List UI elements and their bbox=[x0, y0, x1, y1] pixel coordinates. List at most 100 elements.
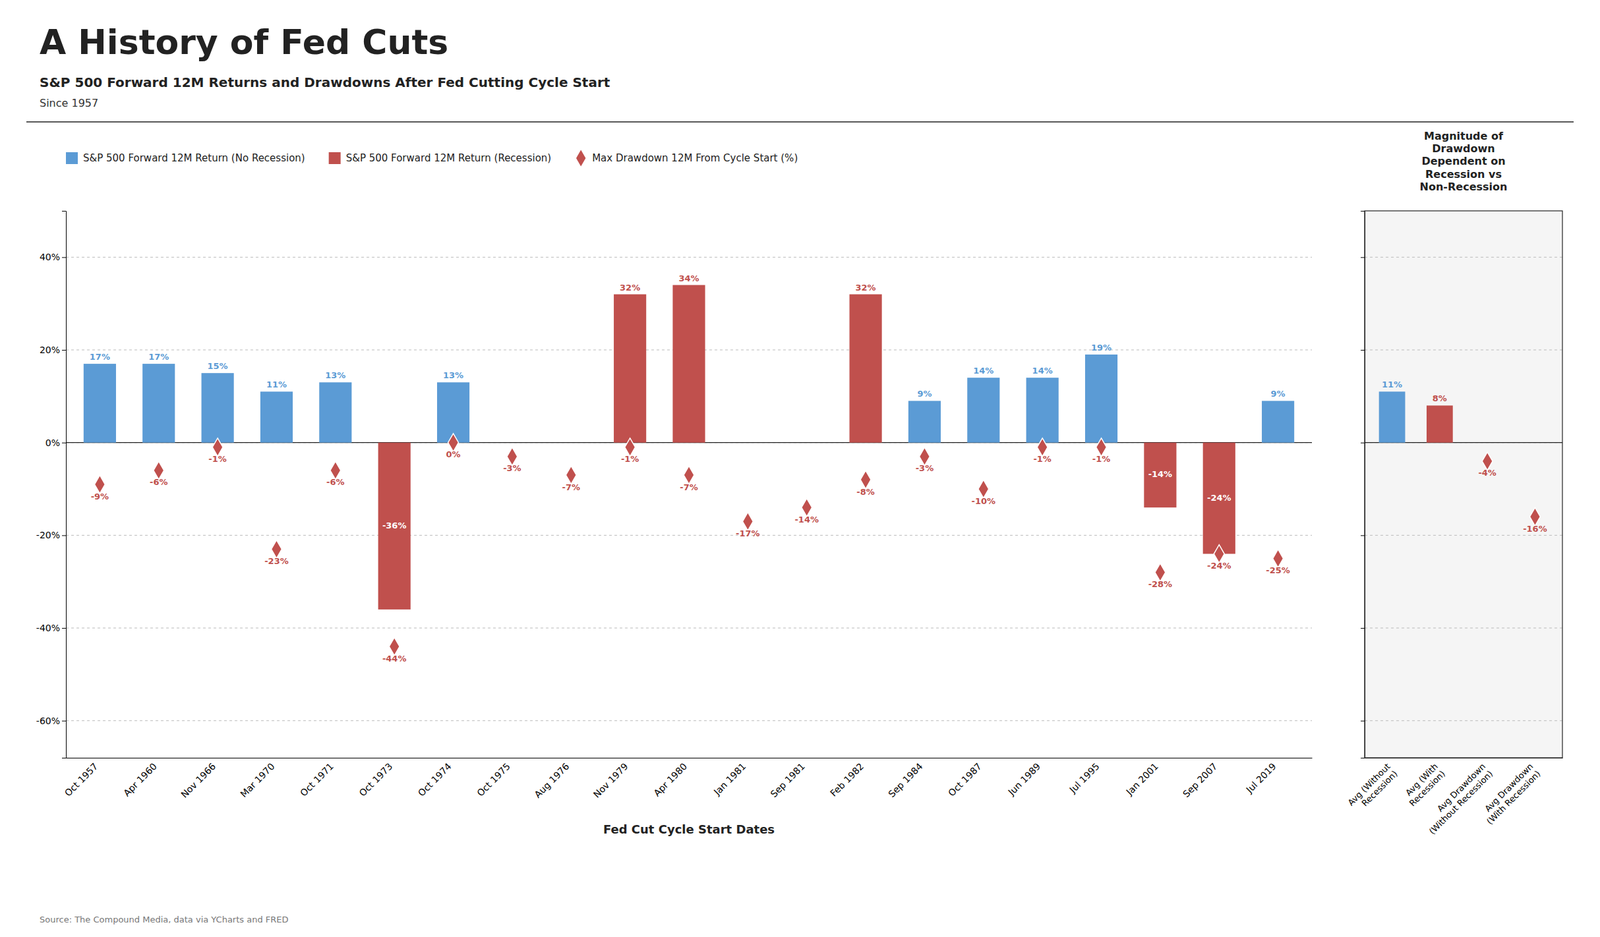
y-tick-label: 0% bbox=[45, 437, 60, 449]
data-label: 17% bbox=[89, 352, 111, 362]
text-line: Apr 1960 bbox=[121, 761, 159, 800]
data-label: 8% bbox=[1432, 393, 1448, 404]
bar bbox=[378, 443, 411, 610]
bar bbox=[142, 363, 175, 444]
x-tick-label: Nov 1979 bbox=[591, 761, 631, 801]
bar bbox=[849, 294, 883, 444]
data-label: -3% bbox=[915, 463, 934, 474]
y-tick bbox=[1360, 257, 1365, 258]
text-line: Oct 1971 bbox=[297, 761, 336, 800]
data-label: -10% bbox=[971, 496, 997, 507]
text-line: Drawdown bbox=[1431, 142, 1495, 155]
data-label: -7% bbox=[562, 482, 581, 493]
bar bbox=[83, 363, 117, 444]
bar bbox=[908, 400, 941, 443]
plot-background bbox=[1364, 210, 1563, 759]
y-tick: 20% bbox=[39, 344, 66, 356]
text-line: Oct 1974 bbox=[415, 761, 454, 800]
data-label: 13% bbox=[325, 370, 346, 381]
x-tick: Jan 1981 bbox=[711, 761, 749, 799]
y-tick-label: 20% bbox=[39, 344, 60, 356]
x-tick-label: Apr 1980 bbox=[651, 761, 689, 800]
text-line: Jul 1995 bbox=[1066, 761, 1101, 796]
data-label: -44% bbox=[382, 653, 407, 664]
x-axis: Oct 1957 Apr 1960 Nov 1966 Mar 1970 Oct 1971… bbox=[62, 758, 1313, 801]
y-tick-label: -60% bbox=[36, 715, 60, 727]
x-tick: Oct 1974 bbox=[415, 761, 454, 800]
x-tick-label: Feb 1982 bbox=[828, 761, 866, 800]
data-label: 11% bbox=[266, 379, 287, 390]
x-tick-label: Avg (WithoutRecession) bbox=[1346, 762, 1400, 816]
x-tick-label: Sep 2007 bbox=[1180, 761, 1219, 800]
x-tick: Oct 1987 bbox=[946, 761, 984, 800]
x-tick: Oct 1957 bbox=[62, 761, 101, 800]
data-label: -9% bbox=[90, 491, 109, 502]
bar bbox=[672, 285, 705, 444]
series-2 bbox=[1481, 452, 1541, 527]
legend-label: S&P 500 Forward 12M Return (Recession) bbox=[346, 152, 552, 165]
data-label: 34% bbox=[678, 273, 699, 284]
legend-swatch bbox=[328, 152, 341, 165]
data-label: -23% bbox=[264, 556, 289, 567]
x-tick-label: Mar 1970 bbox=[237, 761, 277, 800]
x-tick: Avg (WithoutRecession) bbox=[1346, 762, 1400, 816]
x-axis-title: Fed Cut Cycle Start Dates bbox=[603, 822, 775, 837]
x-tick: Jul 1995 bbox=[1066, 761, 1101, 796]
x-tick: Mar 1970 bbox=[237, 761, 277, 800]
data-label: 32% bbox=[855, 282, 877, 293]
bar bbox=[1426, 405, 1453, 443]
x-tick-label: Avg Drawdown(With Recession) bbox=[1477, 762, 1543, 828]
data-label: -1% bbox=[208, 454, 227, 465]
x-tick-label: Apr 1960 bbox=[121, 761, 159, 800]
y-tick-mark bbox=[1360, 535, 1365, 536]
y-tick: -40% bbox=[36, 622, 66, 634]
text-line: Non-Recession bbox=[1420, 180, 1508, 194]
legend-item: Max Drawdown 12M From Cycle Start (%) bbox=[576, 150, 798, 167]
text-line: Magnitude of bbox=[1423, 129, 1504, 143]
y-tick-mark bbox=[61, 721, 66, 722]
text-line: Jul 2019 bbox=[1243, 761, 1278, 796]
plot-frame bbox=[1364, 210, 1563, 759]
y-tick-mark bbox=[1360, 443, 1365, 444]
y-tick bbox=[1360, 721, 1365, 722]
bar bbox=[201, 373, 235, 444]
grid bbox=[1364, 257, 1563, 721]
bar bbox=[260, 391, 293, 443]
data-label: -24% bbox=[1207, 561, 1232, 571]
x-tick-label: Oct 1971 bbox=[297, 761, 336, 800]
x-tick-label: Sep 1981 bbox=[768, 761, 807, 800]
y-tick: 0% bbox=[45, 437, 66, 449]
x-tick: Oct 1975 bbox=[474, 761, 513, 800]
x-tick-label: Jul 2019 bbox=[1243, 761, 1278, 796]
data-label: -14% bbox=[794, 514, 819, 525]
bar bbox=[1261, 400, 1295, 443]
x-tick: Jan 2001 bbox=[1123, 761, 1161, 799]
grid-line bbox=[1364, 350, 1563, 351]
text-line: Mar 1970 bbox=[237, 761, 277, 800]
y-tick bbox=[1360, 350, 1365, 351]
data-label: -4% bbox=[1478, 468, 1496, 478]
data-label: 0% bbox=[446, 449, 461, 460]
x-tick: Jun 1989 bbox=[1005, 761, 1043, 799]
bar bbox=[1085, 354, 1118, 444]
marks bbox=[1379, 391, 1541, 527]
data-label: 14% bbox=[1032, 365, 1053, 376]
x-tick: Nov 1966 bbox=[178, 761, 218, 801]
grid-line bbox=[65, 720, 1312, 722]
grid-line bbox=[65, 628, 1312, 629]
text-line: Aug 1976 bbox=[532, 761, 571, 801]
data-label: 32% bbox=[619, 282, 641, 293]
title: A History of Fed Cuts bbox=[39, 22, 449, 62]
text-line: Sep 1981 bbox=[768, 761, 807, 800]
text-line: Jan 1981 bbox=[711, 761, 749, 799]
x-tick: Avg Drawdown(With Recession) bbox=[1477, 762, 1543, 828]
text-line: Nov 1966 bbox=[178, 761, 218, 801]
separator bbox=[26, 121, 1574, 123]
annotation: Magnitude ofDrawdownDependent onRecessio… bbox=[1420, 129, 1508, 194]
data-label: -28% bbox=[1148, 579, 1173, 590]
y-axis-line bbox=[61, 211, 67, 759]
series-1 bbox=[378, 285, 1236, 610]
x-tick-label: Oct 1973 bbox=[357, 761, 395, 800]
text-line: (Without Recession) bbox=[1427, 769, 1496, 838]
bar bbox=[1379, 391, 1406, 443]
